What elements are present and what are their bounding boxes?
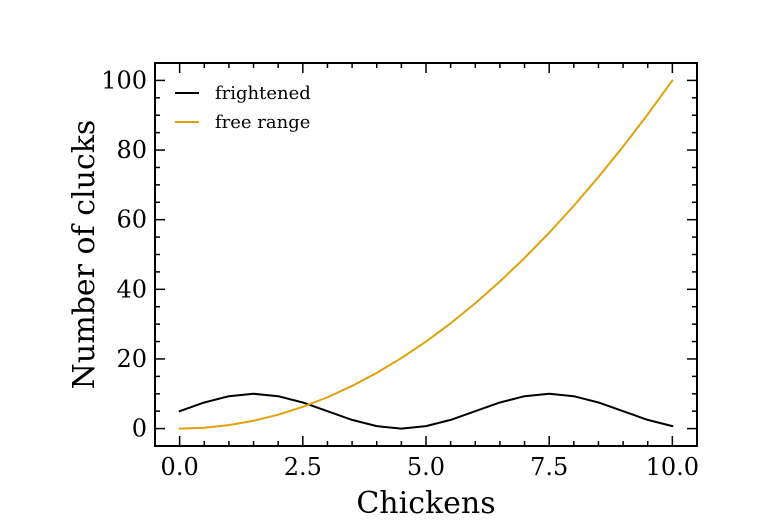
x-tick-label: 5.0 [407,453,445,481]
tick-labels: 0.0 2.5 5.0 7.5 10.0 0 20 40 60 80 100 [101,66,699,481]
y-axis-label: Number of clucks [67,120,102,390]
plot-lines [178,79,674,430]
y-tick-label: 20 [116,345,147,373]
y-tick-label: 100 [101,66,147,94]
legend-label: free range [215,112,310,133]
series-line-frightened [178,392,674,430]
x-tick-label: 2.5 [284,453,322,481]
y-tick-label: 40 [116,275,147,303]
legend-label: frightened [215,83,311,104]
y-tick-label: 80 [116,136,147,164]
x-axis-label: Chickens [356,486,495,521]
series-line-free-range [178,79,674,430]
x-tick-label: 0.0 [161,453,199,481]
legend: frightened free range [175,83,311,133]
y-tick-label: 60 [116,206,147,234]
x-tick-label: 7.5 [530,453,568,481]
y-tick-label: 0 [132,415,147,443]
plot-frame [154,62,698,447]
x-tick-label: 10.0 [646,453,699,481]
